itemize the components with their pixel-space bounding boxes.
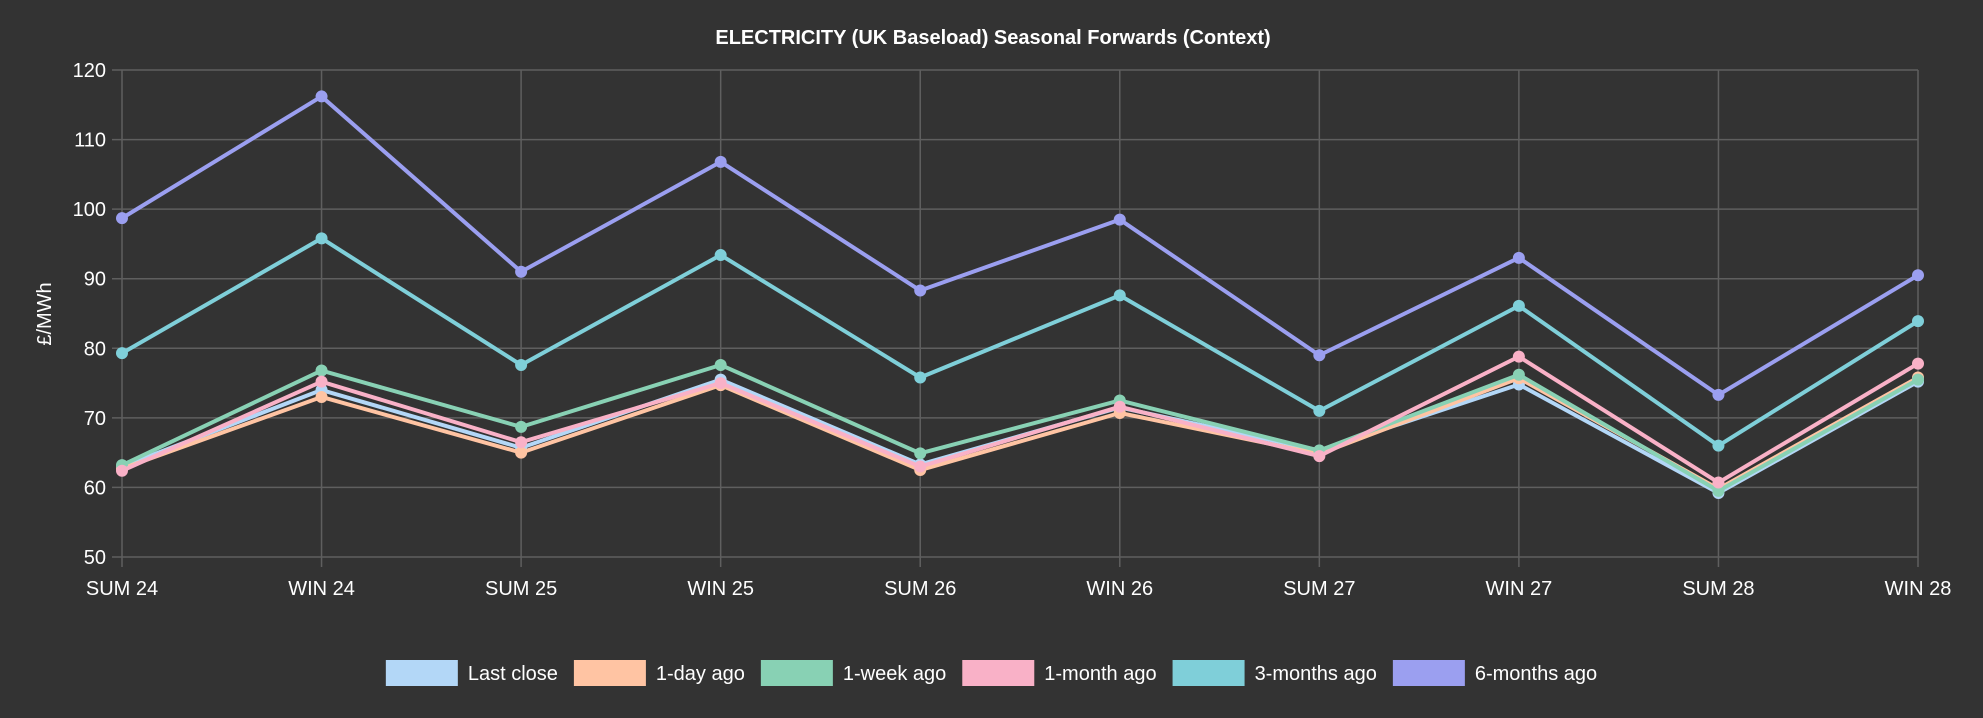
y-tick-label: 120 [73,60,106,82]
legend-item[interactable]: Last close [385,660,558,686]
data-point[interactable] [714,155,727,168]
x-tick-label: WIN 26 [1086,578,1153,600]
legend-swatch [573,660,646,686]
y-tick-label: 50 [84,547,106,569]
data-point[interactable] [914,447,927,460]
chart-title: ELECTRICITY (UK Baseload) Seasonal Forwa… [715,27,1270,49]
data-point[interactable] [714,377,727,390]
data-point[interactable] [515,358,528,371]
y-tick-label: 70 [84,408,106,430]
data-point[interactable] [1712,476,1725,489]
data-point[interactable] [1313,349,1326,362]
data-point[interactable] [315,390,328,403]
legend-swatch [760,660,833,686]
y-tick-label: 90 [84,269,106,291]
data-point[interactable] [1113,213,1126,226]
data-point[interactable] [1512,350,1525,363]
x-tick-label: SUM 28 [1682,578,1754,600]
y-axis-ticks: 50 60 70 80 90 100 110 120 [73,60,106,569]
series-line [121,236,1920,448]
legend-item[interactable]: 1-day ago [573,660,745,686]
data-point[interactable] [1313,404,1326,417]
legend-item[interactable]: 1-month ago [962,660,1157,686]
legend-swatch [962,660,1035,686]
x-tick-label: SUM 25 [485,578,557,600]
legend-label: 1-month ago [1044,663,1156,685]
x-axis-ticks: SUM 24 WIN 24 SUM 25 WIN 25 SUM 26 WIN 26 SUM … [86,578,1951,600]
data-point[interactable] [1912,373,1924,386]
data-point[interactable] [914,284,927,297]
y-tick-label: 60 [84,477,106,499]
data-point[interactable] [1912,269,1924,282]
data-point[interactable] [1113,400,1126,413]
data-point[interactable] [515,446,528,459]
legend-label: 1-day ago [656,663,745,685]
data-point[interactable] [515,265,528,278]
legend-swatch [1392,660,1465,686]
legend-label: 3-months ago [1255,663,1377,685]
legend-label: Last close [468,663,558,685]
x-tick-label: SUM 24 [86,578,158,600]
legend-label: 1-week ago [843,663,946,685]
legend-item[interactable]: 1-week ago [760,660,946,686]
series-4 [116,232,1924,452]
x-tick-label: WIN 27 [1486,578,1553,600]
series-line [120,94,1920,397]
legend-item[interactable]: 6-months ago [1392,660,1597,686]
data-point[interactable] [1512,251,1525,264]
y-tick-label: 110 [74,130,106,152]
data-point[interactable] [315,375,328,388]
data-point[interactable] [1912,315,1924,328]
data-point[interactable] [1512,368,1525,381]
data-point[interactable] [1512,299,1525,312]
series-line [121,354,1920,485]
data-point[interactable] [1712,388,1725,401]
legend[interactable]: Last close 1-day ago 1-week ago 1-month ago… [385,660,1597,686]
data-point[interactable] [914,460,927,473]
data-point[interactable] [116,212,128,225]
series-layer [116,90,1924,499]
x-tick-label: WIN 25 [687,578,754,600]
series-line [121,362,1919,493]
series-2 [116,358,1924,497]
data-point[interactable] [1113,289,1126,302]
data-point[interactable] [315,364,328,377]
y-tick-label: 80 [84,338,106,360]
grid [112,69,1919,567]
legend-label: 6-months ago [1475,663,1597,685]
data-point[interactable] [1712,484,1725,497]
series-3 [116,350,1924,489]
data-point[interactable] [515,436,528,449]
data-point[interactable] [315,232,328,245]
legend-swatch [1172,660,1245,686]
series-line [121,375,1919,491]
data-point[interactable] [914,371,927,384]
series-5 [116,90,1924,401]
x-tick-label: SUM 27 [1283,578,1355,600]
legend-item[interactable]: 3-months ago [1172,660,1377,686]
x-tick-label: WIN 28 [1885,578,1952,600]
data-point[interactable] [116,347,128,360]
data-point[interactable] [116,464,128,477]
y-tick-label: 100 [73,199,106,221]
data-point[interactable] [315,90,328,103]
legend-swatch [385,660,458,686]
x-tick-label: SUM 26 [884,578,956,600]
data-point[interactable] [1712,439,1725,452]
data-point[interactable] [1313,450,1326,463]
x-tick-label: WIN 24 [288,578,355,600]
data-point[interactable] [714,249,727,262]
data-point[interactable] [515,420,528,433]
data-point[interactable] [714,358,727,371]
data-point[interactable] [1912,357,1924,370]
y-axis-label: £/MWh [34,282,56,345]
